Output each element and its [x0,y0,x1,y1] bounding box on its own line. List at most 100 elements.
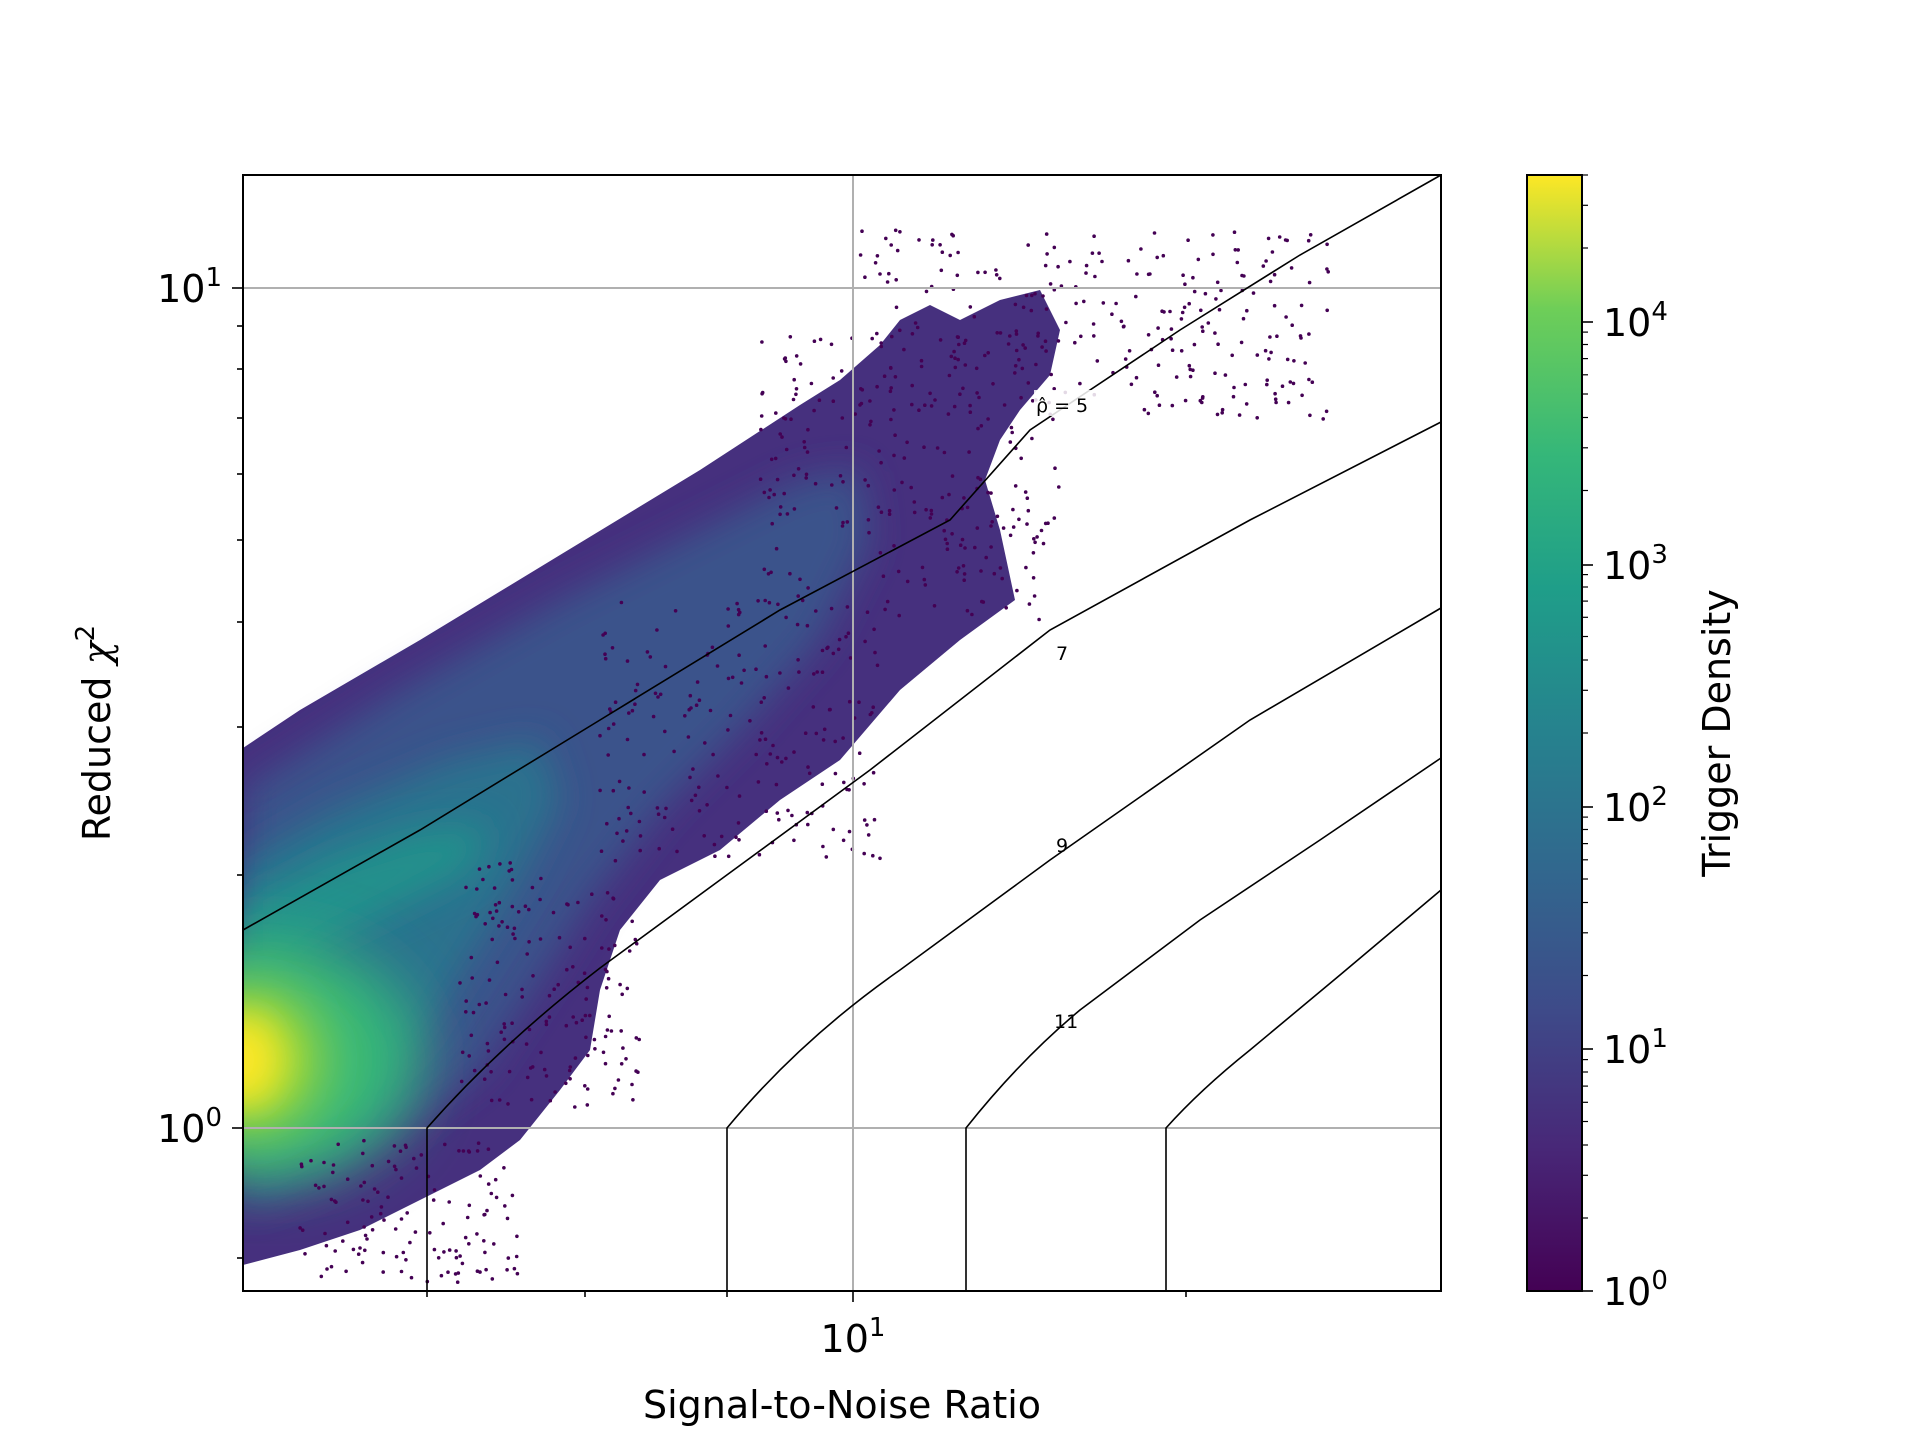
trigger-dot [863,639,867,644]
trigger-dot [986,417,990,421]
trigger-dot [871,705,875,709]
trigger-dot [820,670,825,674]
trigger-dot [362,1138,366,1143]
trigger-dot [673,609,678,613]
trigger-dot [778,512,782,517]
trigger-dot [865,823,869,827]
trigger-dot [633,937,638,942]
trigger-dot [920,565,925,570]
colorbar-tick-label-1e0: 100 [1603,1266,1668,1314]
trigger-dot [796,594,800,598]
trigger-dot [472,1068,477,1073]
trigger-dot [619,1062,624,1066]
trigger-dot [879,510,884,514]
trigger-dot [345,1177,350,1181]
trigger-dot [319,1274,324,1279]
trigger-dot [611,788,616,793]
trigger-dot [940,250,945,254]
trigger-dot [323,1231,327,1236]
trigger-dot [1095,359,1100,363]
trigger-dot [737,838,741,842]
trigger-dot [363,1233,368,1238]
trigger-dot [492,886,497,890]
trigger-dot [708,708,713,713]
trigger-dot [1265,382,1269,387]
trigger-dot [859,401,864,406]
trigger-dot [887,512,892,516]
trigger-dot [507,1069,512,1074]
trigger-dot [1015,588,1019,593]
trigger-dot [836,647,841,652]
trigger-dot [866,518,871,522]
trigger-dot [776,602,780,607]
trigger-dot [965,505,970,510]
trigger-dot [630,708,635,713]
trigger-dot [672,749,676,754]
trigger-dot [603,652,607,656]
trigger-dot [930,243,934,247]
trigger-dot [1239,340,1244,345]
contour-line-11 [965,757,1442,1291]
trigger-dot [977,395,981,400]
trigger-dot [1152,231,1157,235]
trigger-dot [979,424,984,428]
trigger-dot [512,1266,517,1271]
trigger-dot [697,698,702,702]
trigger-dot [844,445,849,450]
trigger-dot [483,1250,487,1255]
trigger-dot [967,450,971,454]
trigger-dot [792,750,796,754]
trigger-dot [847,699,852,704]
trigger-dot [1029,308,1034,313]
trigger-dot [962,341,967,346]
colorbar-tick-label-1e4: 104 [1603,297,1668,345]
axes-frame [242,174,1442,1292]
trigger-dot [392,1164,397,1169]
trigger-dot [1280,384,1285,389]
trigger-dot [1169,336,1173,341]
density-core [243,1015,278,1105]
trigger-dot [884,236,888,241]
trigger-dot [998,566,1003,570]
trigger-dot [658,692,663,697]
trigger-dot [875,663,880,668]
trigger-dot [1059,284,1064,288]
trigger-dot [564,1081,568,1086]
trigger-dot [710,645,715,650]
trigger-dot [1308,413,1312,418]
trigger-dot [774,782,779,787]
trigger-dot [470,976,475,980]
trigger-dot [618,982,622,987]
trigger-dot [986,490,990,495]
trigger-dot [782,416,786,420]
trigger-dot [902,456,907,460]
trigger-dot [833,739,837,744]
trigger-dot [726,624,731,628]
trigger-dot [356,1252,361,1256]
trigger-dot [866,483,871,488]
trigger-dot [1153,390,1157,395]
trigger-dot [950,532,954,536]
trigger-dot [1235,260,1240,265]
trigger-dot [759,700,764,704]
trigger-dot [525,952,529,956]
trigger-dot [491,916,495,921]
trigger-dot [345,1220,350,1225]
trigger-dot [619,1029,623,1033]
trigger-dot [493,1177,498,1182]
trigger-dot [950,474,955,478]
trigger-dot [1288,380,1293,384]
trigger-dot [838,474,843,478]
trigger-dot [1004,606,1008,610]
trigger-dot [989,524,993,528]
trigger-dot [1008,334,1012,338]
trigger-dot [1269,350,1273,355]
trigger-dot [1307,280,1312,285]
trigger-dot [611,896,615,900]
trigger-dot [1090,251,1095,255]
trigger-dot [1023,490,1028,494]
trigger-dot [759,731,764,735]
trigger-dot [728,713,733,718]
trigger-dot [500,920,504,924]
